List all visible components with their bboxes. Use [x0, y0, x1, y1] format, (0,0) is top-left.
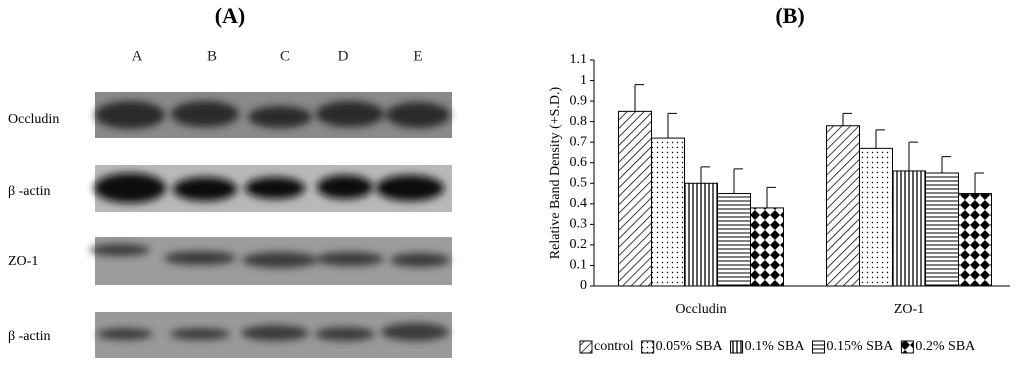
- legend-swatch: [730, 340, 744, 354]
- bar: [750, 207, 784, 287]
- panel-label: (A): [215, 3, 246, 28]
- bar: [892, 170, 926, 287]
- x-tick-label: Occludin: [675, 302, 726, 317]
- bar: [618, 110, 652, 287]
- error-bar: [634, 84, 644, 112]
- error-bar: [700, 166, 710, 184]
- y-tick-label: 0.6: [570, 155, 588, 170]
- error-bar: [842, 112, 852, 126]
- error-bar: [974, 172, 984, 194]
- y-tick-label: 0.1: [570, 258, 588, 273]
- legend-swatch: [579, 340, 593, 354]
- blot-occludin: [95, 92, 452, 138]
- panel-a: (A) A B C D E Occludin β -actin ZO-1 β -…: [8, 3, 452, 358]
- legend-label: 0.05% SBA: [656, 339, 724, 354]
- blot-actin-1: [94, 165, 452, 212]
- bar: [717, 193, 751, 287]
- error-bar: [875, 129, 885, 149]
- blot-zo1: [90, 237, 452, 285]
- panel-b: (B) Relative Band Density (+S.D.) 0 0.1 0.…: [548, 3, 1010, 354]
- legend-label: 0.2% SBA: [915, 339, 976, 354]
- lane-label: C: [280, 48, 290, 64]
- y-tick-label: 0.4: [570, 196, 588, 211]
- y-tick-label: 0.2: [570, 237, 588, 252]
- legend-swatch: [900, 340, 914, 354]
- row-label: β -actin: [8, 329, 51, 344]
- error-bar: [667, 112, 677, 139]
- legend-label: 0.1% SBA: [745, 339, 806, 354]
- lane-label: A: [132, 48, 143, 64]
- legend-swatch: [811, 340, 825, 354]
- legend-label: 0.15% SBA: [826, 339, 894, 354]
- bar: [826, 125, 860, 287]
- bar: [958, 193, 992, 287]
- bar: [859, 147, 893, 287]
- legend-label: control: [594, 339, 634, 354]
- y-tick-label: 0.5: [570, 175, 588, 190]
- error-bar: [733, 168, 743, 194]
- lane-label: D: [338, 48, 349, 64]
- y-tick-label: 1: [580, 73, 587, 88]
- y-tick-label: 0.8: [570, 114, 588, 129]
- row-label: ZO-1: [8, 254, 38, 269]
- y-tick-label: 0.3: [570, 217, 588, 232]
- bar: [684, 182, 718, 287]
- bar: [925, 172, 959, 287]
- error-bar: [908, 141, 918, 171]
- error-bar: [941, 156, 951, 173]
- lane-label: E: [413, 48, 422, 64]
- chart-title: (B): [775, 3, 804, 28]
- error-bar: [766, 186, 776, 208]
- y-axis-label: Relative Band Density (+S.D.): [548, 86, 563, 259]
- y-tick-label: 0: [580, 278, 587, 293]
- legend-swatch: [641, 340, 655, 354]
- row-label: β -actin: [8, 184, 51, 199]
- bar: [651, 137, 685, 287]
- y-tick-label: 0.7: [570, 134, 588, 149]
- lane-label: B: [207, 48, 217, 64]
- blot-actin-2: [95, 312, 452, 358]
- y-tick-label: 0.9: [570, 93, 588, 108]
- y-tick-label: 1.1: [570, 52, 588, 67]
- row-label: Occludin: [8, 112, 59, 127]
- x-tick-label: ZO-1: [894, 302, 924, 317]
